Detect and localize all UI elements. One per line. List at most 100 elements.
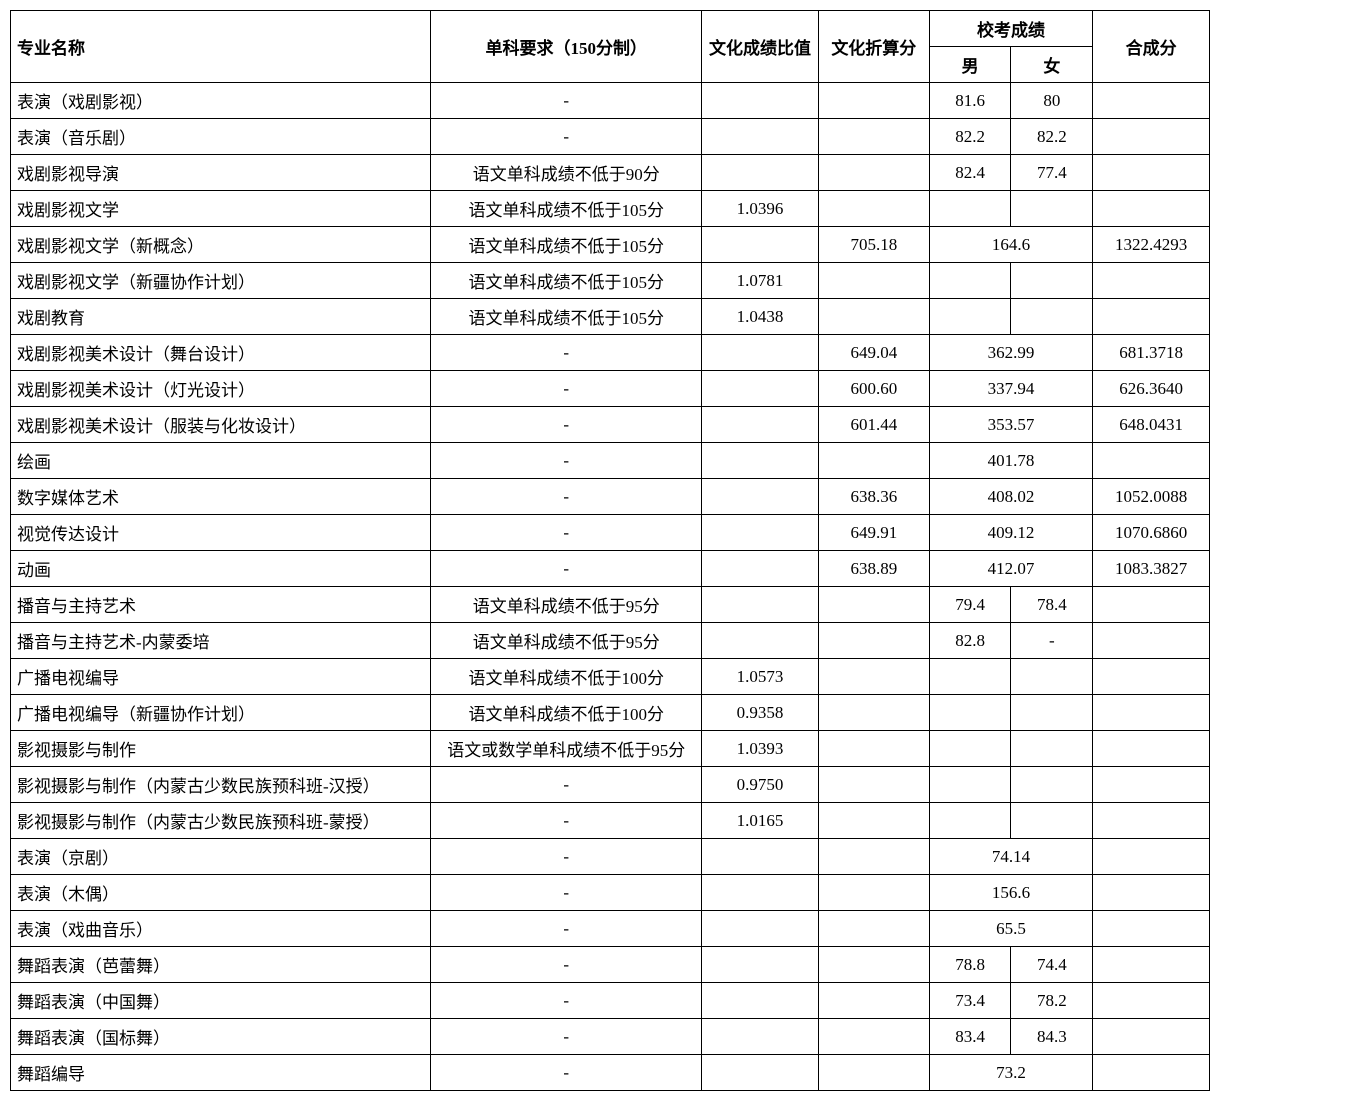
cell-ratio	[702, 587, 819, 623]
header-requirement: 单科要求（150分制）	[431, 11, 702, 83]
cell-merged-score: 362.99	[929, 335, 1092, 371]
cell-merged-score: 353.57	[929, 407, 1092, 443]
cell-requirement: -	[431, 371, 702, 407]
table-row: 表演（木偶）-156.6	[11, 875, 1210, 911]
cell-converted: 705.18	[818, 227, 929, 263]
cell-total	[1093, 119, 1210, 155]
cell-female-score	[1011, 659, 1093, 695]
cell-name: 影视摄影与制作（内蒙古少数民族预科班-蒙授）	[11, 803, 431, 839]
header-exam-score: 校考成绩	[929, 11, 1092, 47]
cell-converted	[818, 731, 929, 767]
cell-merged-score: 401.78	[929, 443, 1092, 479]
cell-total	[1093, 1055, 1210, 1091]
cell-merged-score: 74.14	[929, 839, 1092, 875]
cell-total	[1093, 983, 1210, 1019]
cell-converted: 649.91	[818, 515, 929, 551]
cell-converted	[818, 191, 929, 227]
cell-merged-score: 164.6	[929, 227, 1092, 263]
cell-converted	[818, 1019, 929, 1055]
table-row: 绘画-401.78	[11, 443, 1210, 479]
cell-male-score: 81.6	[929, 83, 1011, 119]
table-row: 戏剧影视文学（新概念）语文单科成绩不低于105分705.18164.61322.…	[11, 227, 1210, 263]
cell-ratio: 1.0165	[702, 803, 819, 839]
table-row: 戏剧影视文学（新疆协作计划）语文单科成绩不低于105分1.0781	[11, 263, 1210, 299]
cell-ratio	[702, 227, 819, 263]
cell-converted: 638.36	[818, 479, 929, 515]
cell-converted	[818, 911, 929, 947]
cell-merged-score: 412.07	[929, 551, 1092, 587]
cell-total	[1093, 839, 1210, 875]
cell-name: 播音与主持艺术-内蒙委培	[11, 623, 431, 659]
cell-male-score	[929, 695, 1011, 731]
table-header: 专业名称 单科要求（150分制） 文化成绩比值 文化折算分 校考成绩 合成分 男…	[11, 11, 1210, 83]
cell-name: 戏剧影视文学	[11, 191, 431, 227]
cell-female-score	[1011, 191, 1093, 227]
header-total: 合成分	[1093, 11, 1210, 83]
cell-name: 表演（木偶）	[11, 875, 431, 911]
cell-female-score: 77.4	[1011, 155, 1093, 191]
header-converted: 文化折算分	[818, 11, 929, 83]
cell-name: 广播电视编导	[11, 659, 431, 695]
cell-name: 戏剧教育	[11, 299, 431, 335]
table-row: 舞蹈表演（芭蕾舞）-78.874.4	[11, 947, 1210, 983]
cell-ratio	[702, 479, 819, 515]
cell-total: 1070.6860	[1093, 515, 1210, 551]
cell-converted	[818, 839, 929, 875]
cell-total: 626.3640	[1093, 371, 1210, 407]
cell-requirement: 语文单科成绩不低于100分	[431, 659, 702, 695]
cell-ratio	[702, 443, 819, 479]
cell-ratio	[702, 983, 819, 1019]
cell-requirement: -	[431, 1055, 702, 1091]
cell-male-score	[929, 731, 1011, 767]
table-row: 表演（戏剧影视）-81.680	[11, 83, 1210, 119]
cell-name: 戏剧影视美术设计（服装与化妆设计）	[11, 407, 431, 443]
cell-male-score	[929, 767, 1011, 803]
cell-requirement: -	[431, 875, 702, 911]
cell-ratio	[702, 335, 819, 371]
cell-ratio: 0.9750	[702, 767, 819, 803]
cell-ratio	[702, 551, 819, 587]
cell-requirement: -	[431, 83, 702, 119]
cell-ratio	[702, 371, 819, 407]
cell-requirement: 语文单科成绩不低于95分	[431, 623, 702, 659]
cell-converted: 638.89	[818, 551, 929, 587]
table-row: 影视摄影与制作语文或数学单科成绩不低于95分1.0393	[11, 731, 1210, 767]
cell-male-score: 79.4	[929, 587, 1011, 623]
cell-male-score	[929, 299, 1011, 335]
table-row: 舞蹈编导-73.2	[11, 1055, 1210, 1091]
cell-name: 戏剧影视美术设计（灯光设计）	[11, 371, 431, 407]
cell-name: 戏剧影视文学（新概念）	[11, 227, 431, 263]
cell-name: 动画	[11, 551, 431, 587]
cell-name: 视觉传达设计	[11, 515, 431, 551]
table-row: 戏剧影视文学语文单科成绩不低于105分1.0396	[11, 191, 1210, 227]
table-row: 广播电视编导（新疆协作计划）语文单科成绩不低于100分0.9358	[11, 695, 1210, 731]
cell-requirement: -	[431, 551, 702, 587]
cell-total	[1093, 155, 1210, 191]
cell-total	[1093, 659, 1210, 695]
cell-female-score	[1011, 767, 1093, 803]
cell-converted	[818, 695, 929, 731]
cell-total	[1093, 731, 1210, 767]
cell-total	[1093, 695, 1210, 731]
cell-total: 1052.0088	[1093, 479, 1210, 515]
cell-requirement: -	[431, 335, 702, 371]
cell-name: 戏剧影视美术设计（舞台设计）	[11, 335, 431, 371]
cell-female-score	[1011, 263, 1093, 299]
cell-converted	[818, 155, 929, 191]
cell-converted	[818, 299, 929, 335]
cell-male-score	[929, 263, 1011, 299]
table-row: 戏剧教育语文单科成绩不低于105分1.0438	[11, 299, 1210, 335]
cell-ratio	[702, 875, 819, 911]
header-male: 男	[929, 47, 1011, 83]
cell-female-score: 80	[1011, 83, 1093, 119]
table-row: 舞蹈表演（国标舞）-83.484.3	[11, 1019, 1210, 1055]
cell-requirement: 语文单科成绩不低于105分	[431, 227, 702, 263]
cell-male-score: 83.4	[929, 1019, 1011, 1055]
cell-male-score	[929, 659, 1011, 695]
table-row: 表演（京剧）-74.14	[11, 839, 1210, 875]
cell-merged-score: 65.5	[929, 911, 1092, 947]
cell-ratio: 1.0781	[702, 263, 819, 299]
cell-male-score: 78.8	[929, 947, 1011, 983]
cell-female-score: 78.4	[1011, 587, 1093, 623]
cell-female-score	[1011, 695, 1093, 731]
